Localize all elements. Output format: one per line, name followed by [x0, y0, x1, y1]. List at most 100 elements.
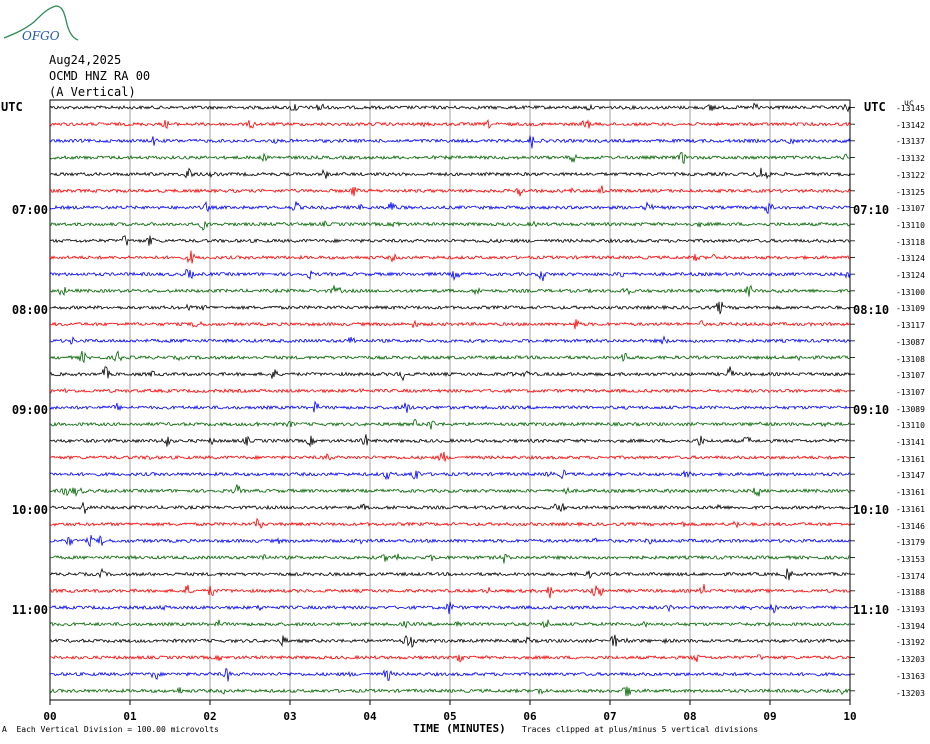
trace-value-label: -13161 — [896, 454, 925, 464]
trace-value-label: -13137 — [896, 137, 925, 147]
x-tick-label: 00 — [43, 710, 57, 723]
trace-value-label: -13142 — [896, 120, 925, 130]
seismic-trace — [49, 686, 851, 697]
seismic-trace — [49, 119, 851, 129]
trace-value-label: -13193 — [896, 605, 925, 614]
left-time-label: 08:00 — [11, 303, 48, 317]
trace-value-label: -13146 — [896, 521, 925, 531]
seismic-trace — [49, 301, 851, 315]
seismic-trace — [49, 220, 851, 231]
trace-value-label: -13163 — [896, 671, 925, 681]
seismic-trace — [49, 152, 851, 164]
trace-value-label: -13203 — [896, 655, 925, 665]
trace-value-label: -13107 — [896, 371, 925, 381]
trace-value-label: -13089 — [896, 404, 925, 414]
seismic-trace — [49, 517, 851, 529]
seismic-trace — [49, 102, 851, 113]
x-tick-label: 05 — [443, 710, 457, 723]
seismic-trace — [49, 567, 851, 581]
clip-note: Traces clipped at plus/minus 5 vertical … — [522, 725, 759, 734]
trace-value-label: -13124 — [896, 254, 925, 264]
right-time-label: 11:10 — [853, 603, 890, 617]
footer-mark: A — [2, 725, 7, 734]
seismic-trace — [49, 319, 851, 330]
unit-label: uc — [904, 98, 914, 107]
left-time-label: 10:00 — [11, 503, 48, 517]
seismic-trace — [49, 201, 851, 215]
trace-value-label: -13087 — [896, 337, 925, 347]
scale-note-text: Each Vertical Division = 100.00 microvol… — [16, 725, 219, 734]
left-time-label: 11:00 — [11, 603, 48, 617]
scale-note: A Each Vertical Division = 100.00 microv… — [2, 725, 219, 734]
seismic-trace — [49, 451, 851, 462]
trace-value-label: -13122 — [896, 170, 925, 180]
trace-value-label: -13107 — [896, 387, 925, 397]
seismic-trace — [49, 484, 851, 497]
utc-right-label: UTC — [864, 100, 886, 114]
trace-value-label: -13110 — [896, 421, 925, 431]
seismic-trace — [49, 269, 851, 282]
seismic-trace — [49, 350, 851, 364]
trace-value-label: -13194 — [896, 621, 925, 631]
seismic-trace — [49, 400, 851, 413]
seismic-trace — [49, 418, 851, 430]
trace-value-label: -13100 — [896, 287, 925, 297]
seismic-trace — [49, 584, 851, 599]
x-tick-label: 02 — [203, 710, 217, 723]
seismic-trace — [49, 235, 851, 246]
trace-value-label: -13188 — [896, 588, 925, 598]
trace-value-label: -13192 — [896, 638, 925, 648]
trace-value-label: -13107 — [896, 204, 925, 214]
trace-value-label: -13161 — [896, 488, 925, 498]
trace-value-label: -13124 — [896, 271, 925, 280]
seismic-trace — [49, 185, 851, 197]
left-time-label: 09:00 — [11, 403, 48, 417]
seismic-trace — [49, 619, 851, 629]
trace-value-label: -13147 — [896, 471, 925, 481]
seismic-trace — [49, 634, 851, 648]
station-label: OCMD HNZ RA 00 — [49, 69, 151, 83]
seismic-trace — [49, 135, 851, 149]
date-label: Aug24,2025 — [49, 53, 122, 67]
x-tick-label: 09 — [763, 710, 777, 723]
trace-value-label: -13203 — [896, 688, 925, 698]
trace-value-label: -13108 — [896, 354, 925, 364]
x-tick-label: 04 — [363, 710, 377, 723]
seismic-trace — [49, 366, 851, 382]
seismic-trace — [49, 434, 851, 448]
logo-text: OFGO — [22, 29, 60, 43]
seismic-trace — [49, 284, 851, 297]
trace-value-label: -13132 — [896, 154, 925, 164]
right-time-label: 08:10 — [853, 303, 890, 317]
x-tick-label: 06 — [523, 710, 537, 723]
x-tick-label: 03 — [283, 710, 297, 723]
x-tick-label: 10 — [843, 710, 857, 723]
trace-value-label: -13174 — [896, 571, 925, 581]
trace-value-label: -13161 — [896, 504, 925, 514]
right-time-label: 07:10 — [853, 203, 890, 217]
seismic-trace — [49, 469, 851, 481]
seismic-trace — [49, 535, 850, 548]
x-axis-label: TIME (MINUTES) — [413, 722, 506, 735]
utc-left-label: UTC — [1, 100, 23, 114]
trace-value-label: -13179 — [896, 538, 925, 548]
seismic-trace — [49, 667, 851, 682]
seismic-trace — [49, 167, 851, 180]
seismic-trace — [49, 250, 851, 264]
seismic-trace — [49, 502, 851, 514]
trace-value-label: -13110 — [896, 220, 925, 230]
trace-value-label: -13109 — [896, 304, 925, 314]
trace-value-label: -13141 — [896, 438, 925, 447]
trace-value-label: -13153 — [896, 554, 925, 564]
trace-value-label: -13125 — [896, 187, 925, 197]
trace-value-label: -13145 — [896, 104, 925, 113]
seismic-trace — [49, 553, 851, 564]
component-label: (A Vertical) — [49, 85, 136, 99]
seismic-trace — [49, 335, 851, 345]
right-time-label: 10:10 — [853, 503, 890, 517]
seismic-trace — [49, 387, 851, 394]
x-tick-label: 07 — [603, 710, 617, 723]
seismic-trace — [49, 601, 851, 615]
trace-value-label: -13118 — [896, 237, 925, 247]
